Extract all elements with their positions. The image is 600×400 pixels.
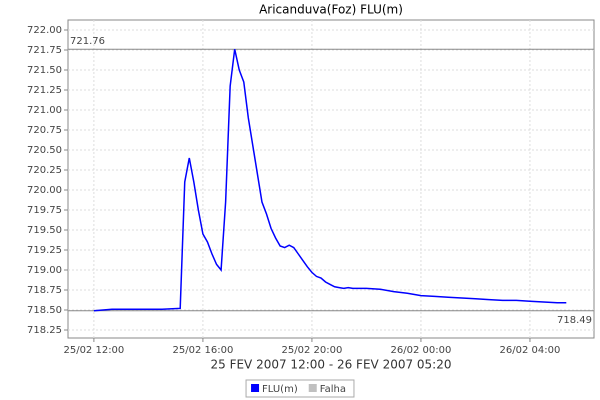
plot-area bbox=[67, 19, 595, 339]
legend-box bbox=[245, 379, 355, 398]
x-tick-label: 25/02 16:00 bbox=[172, 345, 233, 356]
y-tick-label: 719.50 bbox=[27, 225, 62, 236]
x-tick-label: 26/02 04:00 bbox=[500, 345, 561, 356]
y-tick-label: 719.75 bbox=[27, 205, 62, 216]
legend-label: Falha bbox=[320, 384, 346, 395]
chart-subtitle: 25 FEV 2007 12:00 - 26 FEV 2007 05:20 bbox=[210, 358, 451, 372]
x-tick-label: 25/02 12:00 bbox=[63, 345, 124, 356]
legend-swatch bbox=[308, 384, 317, 392]
legend-swatch bbox=[251, 384, 260, 392]
reference-label: 718.49 bbox=[557, 315, 592, 326]
y-tick-label: 721.75 bbox=[27, 45, 62, 56]
y-tick-label: 719.25 bbox=[27, 245, 62, 256]
chart-title: Aricanduva(Foz) FLU(m) bbox=[259, 3, 403, 17]
data-line bbox=[93, 49, 567, 312]
reference-label: 721.76 bbox=[70, 36, 105, 47]
y-tick-label: 721.00 bbox=[27, 105, 62, 116]
y-tick-label: 721.50 bbox=[27, 65, 62, 76]
y-tick-label: 720.50 bbox=[27, 145, 62, 156]
y-tick-label: 719.00 bbox=[27, 265, 62, 276]
y-tick-label: 720.00 bbox=[27, 185, 62, 196]
y-tick-label: 722.00 bbox=[27, 25, 62, 36]
y-tick-label: 720.25 bbox=[27, 165, 62, 176]
y-tick-label: 718.50 bbox=[27, 305, 62, 316]
y-tick-label: 721.25 bbox=[27, 85, 62, 96]
y-tick-label: 718.25 bbox=[27, 325, 62, 336]
y-tick-label: 718.75 bbox=[27, 285, 62, 296]
x-tick-label: 25/02 20:00 bbox=[282, 345, 343, 356]
x-tick-label: 26/02 00:00 bbox=[391, 345, 452, 356]
y-tick-label: 720.75 bbox=[27, 125, 62, 136]
legend-label: FLU(m) bbox=[262, 384, 298, 395]
